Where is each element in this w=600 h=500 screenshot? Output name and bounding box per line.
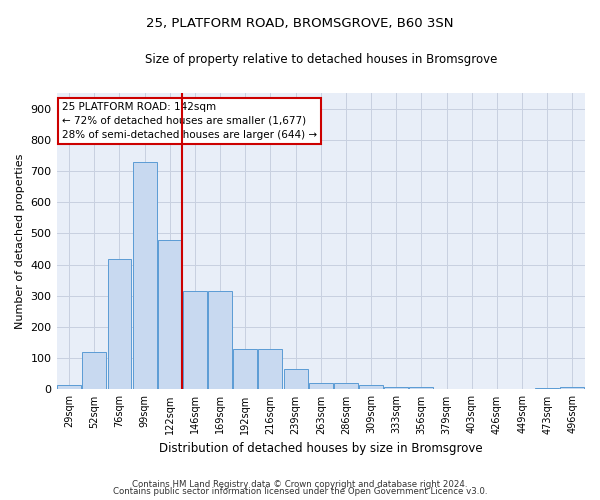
Bar [183, 291, 207, 390]
Bar [535, 388, 559, 390]
Bar [208, 291, 232, 390]
Bar [409, 387, 433, 390]
Title: Size of property relative to detached houses in Bromsgrove: Size of property relative to detached ho… [145, 52, 497, 66]
Bar [107, 259, 131, 390]
Bar [334, 382, 358, 390]
Text: Contains public sector information licensed under the Open Government Licence v3: Contains public sector information licen… [113, 488, 487, 496]
X-axis label: Distribution of detached houses by size in Bromsgrove: Distribution of detached houses by size … [159, 442, 482, 455]
Bar [158, 240, 182, 390]
Bar [57, 385, 81, 390]
Bar [385, 387, 408, 390]
Bar [359, 385, 383, 390]
Bar [133, 162, 157, 390]
Bar [82, 352, 106, 390]
Bar [284, 369, 308, 390]
Text: 25 PLATFORM ROAD: 142sqm
← 72% of detached houses are smaller (1,677)
28% of sem: 25 PLATFORM ROAD: 142sqm ← 72% of detach… [62, 102, 317, 140]
Text: Contains HM Land Registry data © Crown copyright and database right 2024.: Contains HM Land Registry data © Crown c… [132, 480, 468, 489]
Text: 25, PLATFORM ROAD, BROMSGROVE, B60 3SN: 25, PLATFORM ROAD, BROMSGROVE, B60 3SN [146, 18, 454, 30]
Bar [560, 387, 584, 390]
Bar [309, 382, 333, 390]
Bar [259, 349, 283, 390]
Bar [233, 349, 257, 390]
Y-axis label: Number of detached properties: Number of detached properties [15, 154, 25, 329]
